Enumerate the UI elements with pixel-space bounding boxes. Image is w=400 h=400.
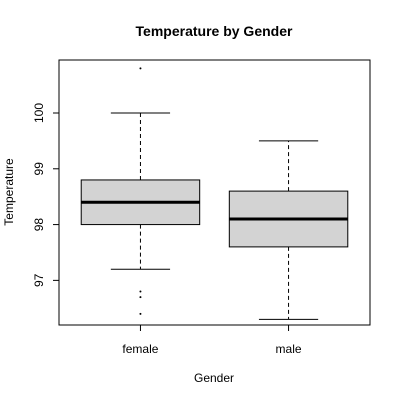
x-axis: female male bbox=[122, 325, 302, 356]
outlier-point bbox=[139, 290, 142, 293]
box-female bbox=[80, 67, 201, 315]
y-tick-label: 98 bbox=[32, 218, 46, 232]
outlier-point bbox=[139, 312, 142, 315]
x-axis-label: Gender bbox=[194, 371, 234, 385]
chart-title: Temperature by Gender bbox=[136, 23, 293, 39]
outlier-point bbox=[139, 67, 142, 70]
outlier-point bbox=[139, 296, 142, 299]
x-tick-label: female bbox=[122, 342, 158, 356]
y-axis-label: Temperature bbox=[2, 158, 16, 226]
plot-frame bbox=[58, 59, 371, 326]
box-male bbox=[228, 140, 349, 320]
y-tick-label: 97 bbox=[32, 273, 46, 287]
y-tick-label: 99 bbox=[32, 162, 46, 176]
boxes bbox=[80, 67, 349, 320]
y-axis: 97 98 99 100 bbox=[32, 103, 59, 287]
x-tick-label: male bbox=[276, 342, 302, 356]
y-tick-label: 100 bbox=[32, 103, 46, 123]
